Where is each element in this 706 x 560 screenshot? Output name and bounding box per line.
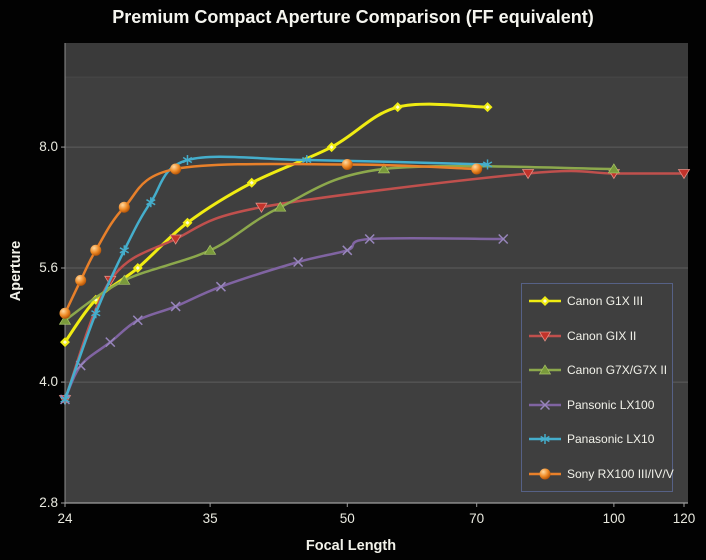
legend-swatch-canon-g7x-g7x-ii bbox=[529, 364, 561, 375]
legend-swatch-panasonic-lx10 bbox=[529, 434, 561, 445]
series-markers-panasonic-lx10[interactable] bbox=[60, 155, 493, 405]
legend-label-pansonic-lx100: Pansonic LX100 bbox=[567, 397, 655, 412]
x-tick-label-35: 35 bbox=[202, 511, 218, 526]
y-tick-label-2.8: 2.8 bbox=[39, 495, 58, 510]
legend-item-sony-rx100-iii-iv-v[interactable]: Sony RX100 III/IV/V bbox=[522, 457, 674, 492]
legend-swatch-canon-gix-ii bbox=[529, 331, 561, 342]
x-axis-title: Focal Length bbox=[305, 538, 397, 554]
legend-label-panasonic-lx10: Panasonic LX10 bbox=[567, 432, 655, 447]
legend-item-canon-g7x-g7x-ii[interactable]: Canon G7X/G7X II bbox=[522, 353, 672, 388]
legend-item-panasonic-lx10[interactable]: Panasonic LX10 bbox=[522, 422, 672, 457]
y-tick-label-8.0: 8.0 bbox=[39, 139, 58, 155]
y-tick-label-4.0: 4.0 bbox=[39, 374, 58, 390]
y-tick-label-5.6: 5.6 bbox=[39, 260, 58, 275]
legend-swatch-canon-g1x-iii bbox=[529, 296, 561, 307]
legend-item-pansonic-lx100[interactable]: Pansonic LX100 bbox=[522, 388, 672, 423]
legend-label-sony-rx100-iii-iv-v: Sony RX100 III/IV/V bbox=[567, 466, 674, 481]
x-tick-label-100: 100 bbox=[602, 511, 626, 526]
y-axis-title: Aperture bbox=[8, 240, 24, 302]
legend-label-canon-g1x-iii: Canon G1X III bbox=[567, 294, 644, 309]
chart-title: Premium Compact Aperture Comparison (FF … bbox=[112, 7, 594, 27]
legend-swatch-sony-rx100-iii-iv-v bbox=[529, 468, 561, 480]
x-tick-label-24: 24 bbox=[57, 511, 73, 526]
legend-label-canon-g7x-g7x-ii: Canon G7X/G7X II bbox=[567, 363, 668, 378]
legend: Canon G1X III Canon GIX II Canon G7X/G7X I… bbox=[521, 283, 674, 492]
series-markers-pansonic-lx100[interactable] bbox=[59, 233, 509, 405]
x-tick-label-70: 70 bbox=[469, 511, 485, 526]
series-line-pansonic-lx100[interactable] bbox=[63, 236, 505, 401]
legend-swatch-pansonic-lx100 bbox=[529, 399, 561, 410]
plot-top-shading bbox=[65, 43, 688, 77]
x-tick-label-120: 120 bbox=[672, 511, 696, 526]
legend-item-canon-g1x-iii[interactable]: Canon G1X III bbox=[522, 284, 672, 319]
series-markers-sony-rx100-iii-iv-v[interactable] bbox=[59, 158, 483, 319]
legend-label-canon-gix-ii: Canon GIX II bbox=[567, 328, 637, 343]
x-tick-label-50: 50 bbox=[339, 511, 355, 526]
legend-item-canon-gix-ii[interactable]: Canon GIX II bbox=[522, 319, 672, 354]
series-markers-canon-g7x-g7x-ii[interactable] bbox=[58, 163, 621, 325]
